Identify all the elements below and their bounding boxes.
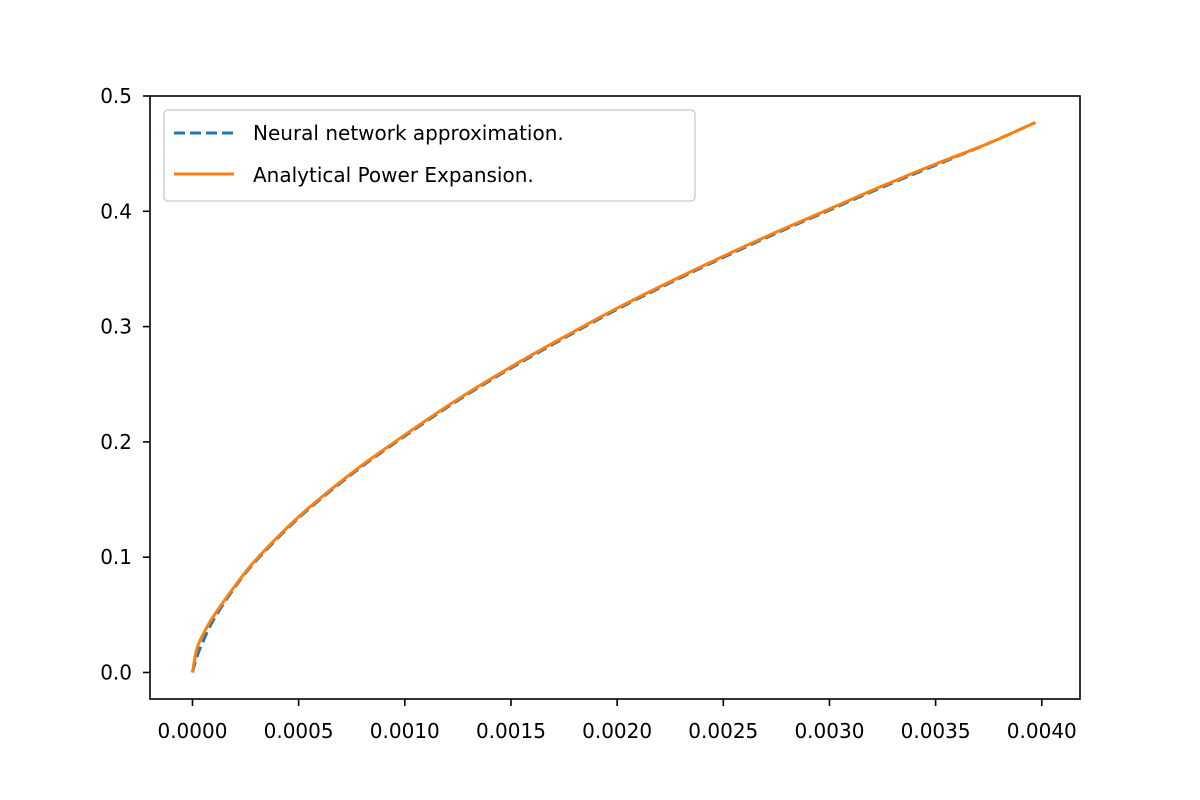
y-axis: 0.0 0.1 0.2 0.3 0.4 0.5	[100, 84, 150, 684]
plot-frame	[149, 95, 1081, 700]
x-tick-label: 0.0035	[901, 719, 971, 743]
legend: Neural network approximation. Analytical…	[163, 109, 696, 202]
y-tick-label: 0.5	[100, 84, 132, 108]
x-tick-label: 0.0020	[582, 719, 652, 743]
x-tick-label: 0.0040	[1007, 719, 1077, 743]
y-tick-label: 0.1	[100, 545, 132, 569]
x-tick-label: 0.0015	[476, 719, 546, 743]
x-tick-label: 0.0005	[264, 719, 334, 743]
x-tick-label: 0.0025	[688, 719, 758, 743]
series-layer	[190, 121, 1037, 673]
x-tick-label: 0.0000	[157, 719, 227, 743]
x-axis: 0.0000 0.0005 0.0010 0.0015 0.0020 0.0025 0.00…	[157, 699, 1077, 743]
y-tick-label: 0.0	[100, 660, 132, 684]
y-tick-label: 0.4	[100, 199, 132, 223]
y-tick-label: 0.2	[100, 430, 132, 454]
legend-label-neural-network: Neural network approximation.	[253, 121, 564, 145]
x-tick-label: 0.0010	[370, 719, 440, 743]
legend-label-analytical-power-expansion: Analytical Power Expansion.	[253, 163, 534, 187]
y-tick-label: 0.3	[100, 315, 132, 339]
series-line-analytical-power-expansion	[190, 121, 1037, 673]
x-tick-label: 0.0030	[794, 719, 864, 743]
legend-box	[163, 109, 696, 202]
